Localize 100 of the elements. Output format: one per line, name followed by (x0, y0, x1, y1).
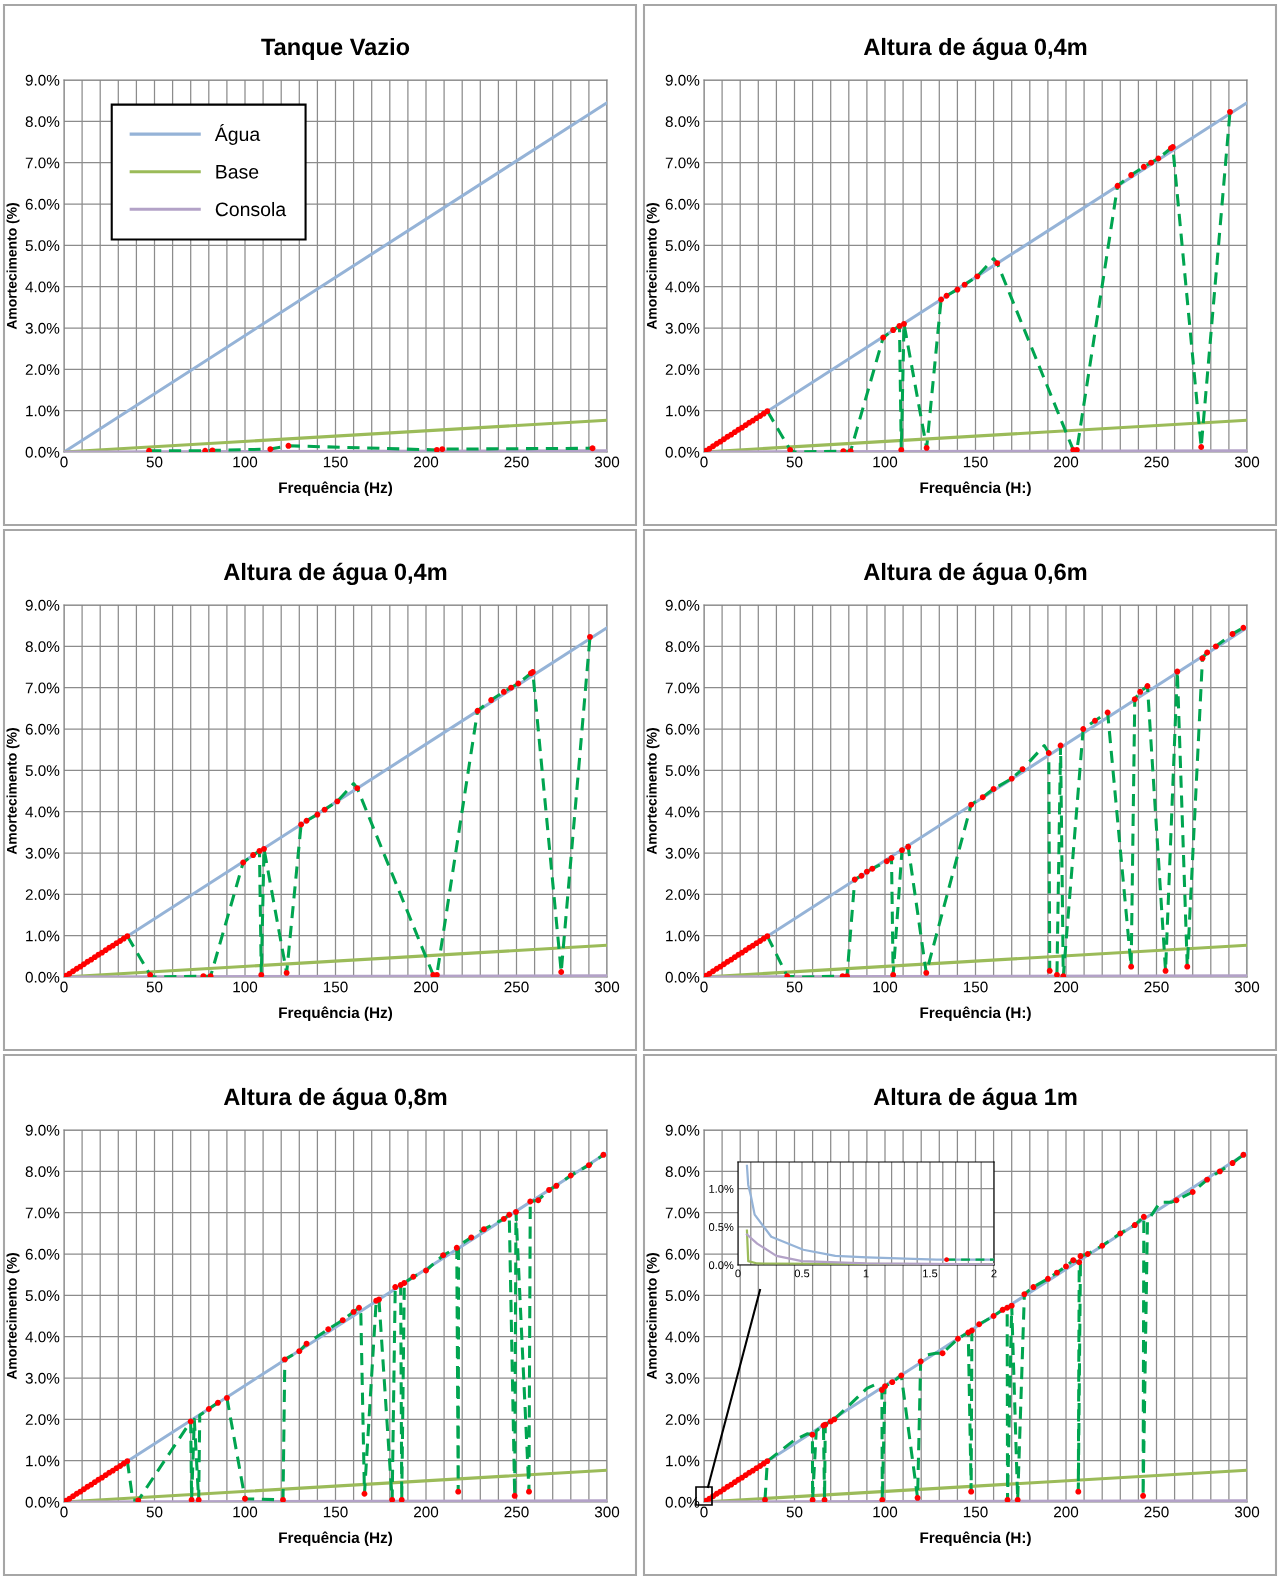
y-tick-label: 1.0% (666, 930, 700, 942)
y-tick-label: 3.0% (665, 847, 700, 859)
x-tick-label: 300 (1234, 981, 1260, 993)
x-tick-label: 150 (323, 981, 348, 993)
y-tick-label: 6.0% (665, 198, 700, 210)
y-axis-title: Amortecimento (%) (6, 1253, 20, 1380)
y-tick-label: 1.0% (26, 930, 60, 942)
x-tick-label: 50 (786, 456, 803, 468)
y-tick-label: 8.0% (25, 641, 60, 653)
x-tick-label: 250 (1144, 1506, 1169, 1518)
y-tick-label: 1.0% (26, 1455, 60, 1467)
y-tick-label: 2.0% (665, 1414, 700, 1426)
x-tick-label: 300 (594, 981, 620, 993)
chart-title: Altura de água 0,8m (223, 1087, 447, 1110)
y-tick-label: 0.0% (25, 971, 60, 983)
x-axis-title: Frequência (H:) (920, 481, 1031, 497)
y-tick-label: 9.0% (665, 74, 700, 86)
chart-title: Altura de água 0,4m (863, 37, 1087, 60)
y-tick-label: 4.0% (25, 281, 60, 293)
x-tick-label: 0 (60, 456, 68, 468)
legend-label: Base (216, 165, 259, 179)
chart-title: Altura de água 0,6m (863, 562, 1087, 585)
x-tick-label: 0 (700, 981, 708, 993)
y-axis-title: Amortecimento (%) (646, 203, 660, 330)
x-tick-label: 0 (700, 456, 708, 468)
x-tick-label: 100 (233, 456, 258, 468)
y-tick-label: 2.0% (25, 1414, 60, 1426)
y-tick-label: 4.0% (665, 806, 700, 818)
y-tick-label: 4.0% (25, 806, 60, 818)
x-tick-label: 150 (963, 1506, 988, 1518)
y-tick-label: 4.0% (665, 281, 700, 293)
y-tick-label: 9.0% (25, 74, 60, 86)
legend-label: Água (214, 124, 261, 145)
y-tick-label: 6.0% (25, 1248, 60, 1260)
y-tick-label: 1.0% (26, 405, 60, 417)
x-tick-label: 0 (60, 981, 68, 993)
x-tick-label: 0 (60, 1506, 68, 1518)
y-tick-label: 6.0% (665, 723, 700, 735)
x-tick-label: 50 (146, 981, 163, 993)
y-tick-label: 6.0% (665, 1248, 700, 1260)
x-tick-label: 200 (1054, 1506, 1079, 1518)
x-tick-label: 200 (414, 456, 439, 468)
x-tick-label: 0 (735, 1269, 741, 1278)
y-tick-label: 1.0% (709, 1184, 734, 1193)
chart-title: Tanque Vazio (261, 37, 410, 60)
x-tick-label: 50 (786, 1506, 803, 1518)
x-axis-title: Frequência (H:) (920, 1531, 1031, 1547)
y-tick-label: 3.0% (25, 322, 60, 334)
x-tick-label: 100 (873, 456, 898, 468)
y-tick-label: 3.0% (25, 847, 60, 859)
y-tick-label: 4.0% (25, 1331, 60, 1343)
y-tick-label: 7.0% (665, 157, 700, 169)
y-tick-label: 8.0% (665, 116, 700, 128)
x-axis-title: Frequência (Hz) (279, 1006, 393, 1022)
x-tick-label: 200 (414, 1506, 439, 1518)
y-axis-title: Amortecimento (%) (6, 728, 20, 855)
y-tick-label: 8.0% (25, 1166, 60, 1178)
x-tick-label: 150 (323, 456, 348, 468)
x-tick-label: 150 (963, 456, 988, 468)
y-tick-label: 9.0% (665, 1124, 700, 1136)
x-tick-label: 300 (594, 456, 620, 468)
x-tick-label: 200 (1054, 456, 1079, 468)
x-tick-label: 50 (146, 1506, 163, 1518)
y-tick-label: 5.0% (25, 765, 60, 777)
y-tick-label: 7.0% (25, 1207, 60, 1219)
x-tick-label: 300 (1234, 456, 1260, 468)
y-tick-label: 3.0% (665, 322, 700, 334)
y-tick-label: 0.0% (708, 1261, 734, 1270)
y-tick-label: 2.0% (25, 364, 60, 376)
y-tick-label: 4.0% (665, 1331, 700, 1343)
y-axis-title: Amortecimento (%) (646, 1253, 660, 1380)
x-tick-label: 250 (504, 1506, 529, 1518)
y-tick-label: 0.0% (25, 446, 60, 458)
x-tick-label: 100 (873, 1506, 898, 1518)
y-tick-label: 7.0% (665, 682, 700, 694)
y-tick-label: 5.0% (25, 1290, 60, 1302)
y-tick-label: 6.0% (25, 198, 60, 210)
y-tick-label: 3.0% (665, 1372, 700, 1384)
y-tick-label: 6.0% (25, 723, 60, 735)
x-tick-label: 1.5 (923, 1269, 938, 1278)
y-tick-label: 9.0% (25, 599, 60, 611)
x-tick-label: 200 (414, 981, 439, 993)
y-tick-label: 5.0% (665, 240, 700, 252)
x-tick-label: 200 (1054, 981, 1079, 993)
y-tick-label: 2.0% (665, 889, 700, 901)
x-axis-title: Frequência (H:) (920, 1006, 1031, 1022)
chart-title: Altura de água 1m (873, 1087, 1077, 1110)
y-tick-label: 7.0% (25, 682, 60, 694)
x-tick-label: 50 (786, 981, 803, 993)
y-tick-label: 5.0% (25, 240, 60, 252)
y-axis-title: Amortecimento (%) (646, 728, 660, 855)
x-tick-label: 100 (233, 981, 258, 993)
y-tick-label: 8.0% (665, 1166, 700, 1178)
y-tick-label: 8.0% (25, 116, 60, 128)
y-tick-label: 2.0% (25, 889, 60, 901)
x-tick-label: 100 (233, 1506, 258, 1518)
x-axis-title: Frequência (Hz) (279, 1531, 393, 1547)
y-tick-label: 7.0% (665, 1207, 700, 1219)
x-tick-label: 250 (1144, 456, 1169, 468)
x-tick-label: 300 (1234, 1506, 1260, 1518)
